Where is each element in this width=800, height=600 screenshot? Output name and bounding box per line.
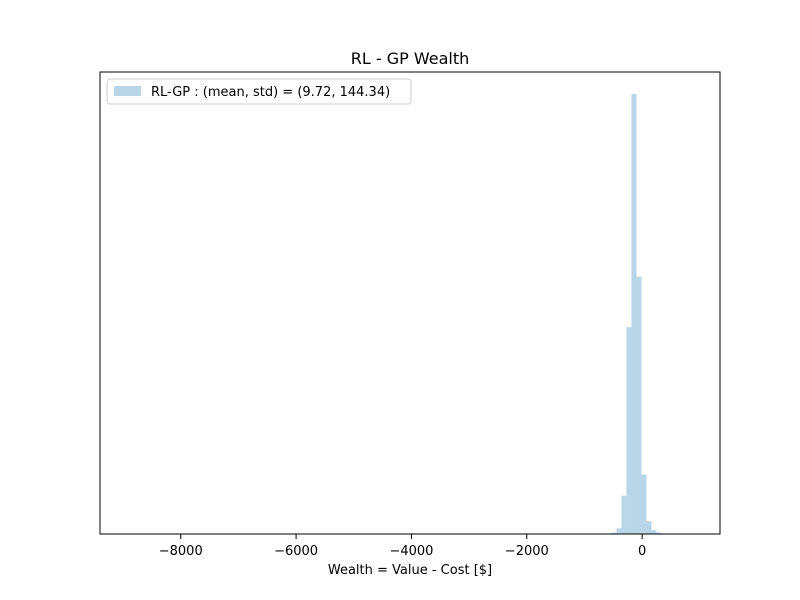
x-tick-label: −4000 bbox=[389, 544, 433, 559]
histogram-bar bbox=[646, 521, 652, 534]
histogram-bar bbox=[641, 474, 647, 534]
legend-frame bbox=[106, 78, 412, 105]
x-tick-label: −8000 bbox=[159, 544, 203, 559]
histogram-bar bbox=[656, 532, 662, 534]
legend-swatch bbox=[114, 86, 141, 96]
histogram-bar bbox=[631, 94, 637, 534]
plot-frame bbox=[99, 71, 721, 535]
legend: RL-GP : (mean, std) = (9.72, 144.34) bbox=[106, 78, 412, 105]
histogram-bar bbox=[621, 495, 627, 534]
legend-label: RL-GP : (mean, std) = (9.72, 144.34) bbox=[151, 85, 390, 100]
x-tick-label: −6000 bbox=[274, 544, 318, 559]
x-axis: −8000 −6000 −4000 −2000 0 bbox=[159, 534, 646, 559]
histogram-bar bbox=[626, 327, 632, 534]
histogram-bar bbox=[636, 276, 642, 534]
histogram-bars bbox=[606, 94, 667, 534]
histogram-bar bbox=[611, 532, 617, 534]
histogram-bar bbox=[616, 528, 622, 534]
chart-title: RL - GP Wealth bbox=[351, 49, 470, 68]
x-tick-label: −2000 bbox=[505, 544, 549, 559]
x-tick-label: 0 bbox=[638, 544, 646, 559]
x-axis-label: Wealth = Value - Cost [$] bbox=[328, 563, 492, 578]
histogram-bar bbox=[651, 530, 657, 534]
